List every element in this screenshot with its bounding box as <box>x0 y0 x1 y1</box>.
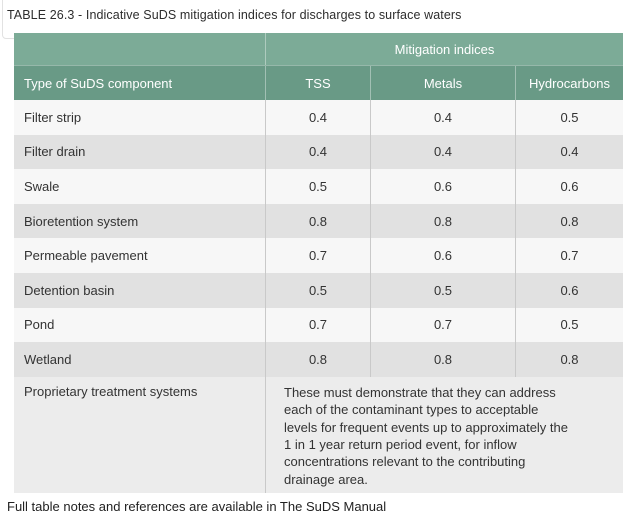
suds-mitigation-table: Mitigation indices Type of SuDS componen… <box>14 33 623 493</box>
table-title: TABLE 26.3 - Indicative SuDS mitigation … <box>7 8 462 22</box>
component-cell: Pond <box>24 317 55 333</box>
table-row-swale: Swale 0.5 0.6 0.6 <box>14 169 623 204</box>
table-row-bioretention-system: Bioretention system 0.8 0.8 0.8 <box>14 203 623 239</box>
metals-value-cell: 0.4 <box>370 100 515 135</box>
table-row-proprietary-treatment-systems: Proprietary treatment systems These must… <box>14 376 623 493</box>
hydrocarbons-value-cell: 0.5 <box>515 100 623 135</box>
table-row-filter-drain: Filter drain 0.4 0.4 0.4 <box>14 134 623 170</box>
proprietary-note-text: These must demonstrate that they can add… <box>284 384 568 487</box>
column-header-component: Type of SuDS component <box>24 75 173 91</box>
table-row-detention-basin: Detention basin 0.5 0.5 0.6 <box>14 272 623 308</box>
table-row-permeable-pavement: Permeable pavement 0.7 0.6 0.7 <box>14 238 623 273</box>
metals-value-cell: 0.6 <box>370 238 515 273</box>
hydrocarbons-value-cell: 0.8 <box>515 342 623 377</box>
tss-value-cell: 0.5 <box>265 272 370 308</box>
hydrocarbons-value-cell: 0.5 <box>515 307 623 343</box>
tss-value-cell: 0.8 <box>265 203 370 239</box>
component-cell: Wetland <box>24 351 72 367</box>
table-row-wetland: Wetland 0.8 0.8 0.8 <box>14 342 623 377</box>
group-header-spacer <box>14 33 265 65</box>
hydrocarbons-value-cell: 0.4 <box>515 134 623 170</box>
component-cell: Permeable pavement <box>24 248 148 264</box>
group-header-mitigation-indices: Mitigation indices <box>265 33 623 65</box>
metals-value-cell: 0.7 <box>370 307 515 343</box>
tss-value-cell: 0.7 <box>265 238 370 273</box>
component-cell: Filter drain <box>24 144 86 160</box>
component-cell: Proprietary treatment systems <box>24 383 198 399</box>
table-row-filter-strip: Filter strip 0.4 0.4 0.5 <box>14 100 623 135</box>
tss-value-cell: 0.4 <box>265 100 370 135</box>
column-header-metals: Metals <box>370 66 515 100</box>
column-header-tss: TSS <box>265 66 370 100</box>
metals-value-cell: 0.8 <box>370 342 515 377</box>
hydrocarbons-value-cell: 0.6 <box>515 169 623 204</box>
tss-value-cell: 0.7 <box>265 307 370 343</box>
tss-value-cell: 0.5 <box>265 169 370 204</box>
hydrocarbons-value-cell: 0.6 <box>515 272 623 308</box>
column-header-hydrocarbons: Hydrocarbons <box>515 66 623 100</box>
hydrocarbons-value-cell: 0.7 <box>515 238 623 273</box>
metals-value-cell: 0.5 <box>370 272 515 308</box>
hydrocarbons-value-cell: 0.8 <box>515 203 623 239</box>
tss-value-cell: 0.8 <box>265 342 370 377</box>
component-cell: Bioretention system <box>24 213 139 229</box>
metals-value-cell: 0.6 <box>370 169 515 204</box>
component-cell: Detention basin <box>24 282 115 298</box>
proprietary-note-cell: These must demonstrate that they can add… <box>265 376 623 493</box>
table-row-pond: Pond 0.7 0.7 0.5 <box>14 307 623 343</box>
metals-value-cell: 0.8 <box>370 203 515 239</box>
table-footer-note: Full table notes and references are avai… <box>7 499 387 514</box>
component-cell: Swale <box>24 178 60 194</box>
component-cell: Filter strip <box>24 109 82 125</box>
metals-value-cell: 0.4 <box>370 134 515 170</box>
group-header-row: Mitigation indices <box>14 33 623 65</box>
tss-value-cell: 0.4 <box>265 134 370 170</box>
column-header-row: Type of SuDS component TSS Metals Hydroc… <box>14 65 623 100</box>
